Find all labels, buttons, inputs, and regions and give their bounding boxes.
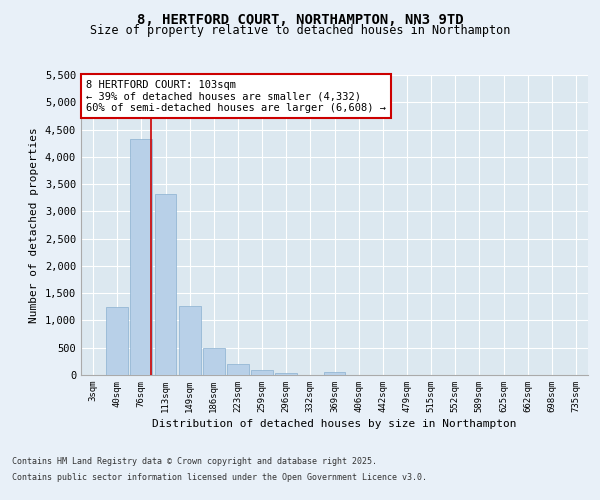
X-axis label: Distribution of detached houses by size in Northampton: Distribution of detached houses by size …: [152, 419, 517, 429]
Bar: [203, 348, 224, 375]
Text: 8 HERTFORD COURT: 103sqm
← 39% of detached houses are smaller (4,332)
60% of sem: 8 HERTFORD COURT: 103sqm ← 39% of detach…: [86, 80, 386, 112]
Bar: [323, 372, 346, 375]
Text: 8, HERTFORD COURT, NORTHAMPTON, NN3 9TD: 8, HERTFORD COURT, NORTHAMPTON, NN3 9TD: [137, 12, 463, 26]
Bar: [106, 307, 128, 375]
Bar: [251, 370, 273, 375]
Bar: [130, 139, 152, 375]
Bar: [155, 194, 176, 375]
Bar: [227, 364, 249, 375]
Bar: [275, 372, 297, 375]
Y-axis label: Number of detached properties: Number of detached properties: [29, 127, 40, 323]
Text: Contains public sector information licensed under the Open Government Licence v3: Contains public sector information licen…: [12, 472, 427, 482]
Text: Contains HM Land Registry data © Crown copyright and database right 2025.: Contains HM Land Registry data © Crown c…: [12, 458, 377, 466]
Bar: [179, 306, 200, 375]
Text: Size of property relative to detached houses in Northampton: Size of property relative to detached ho…: [90, 24, 510, 37]
